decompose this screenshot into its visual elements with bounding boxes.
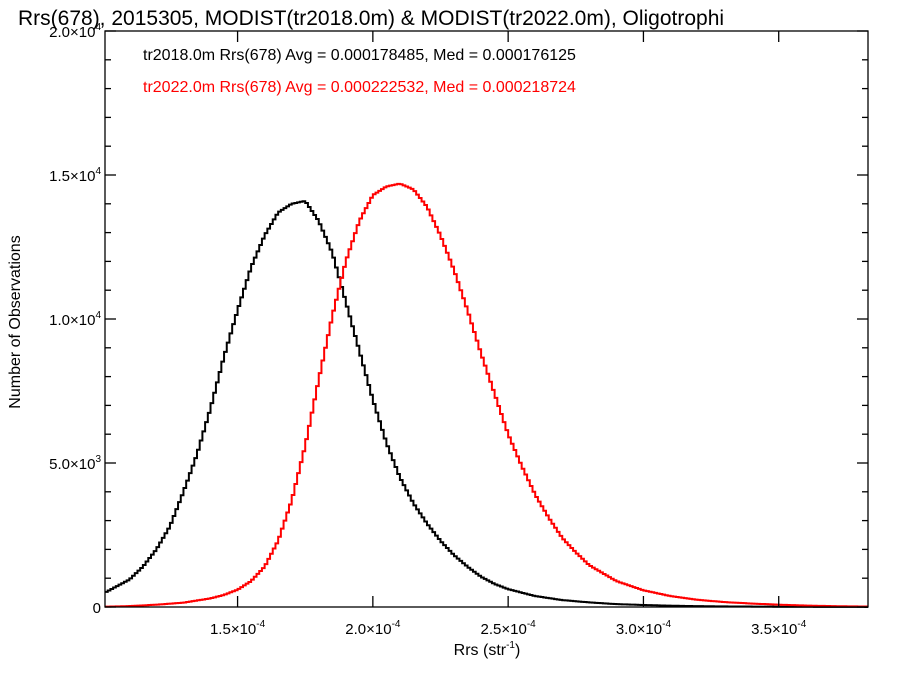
y-tick-label-5: 2.0×104	[49, 22, 101, 41]
x-axis-label-main: Rrs (str	[454, 642, 507, 659]
series-line-2	[105, 182, 868, 608]
y-tick-label-1: 0	[93, 600, 101, 617]
series-layer	[105, 182, 868, 608]
legend-entry-2: tr2022.0m Rrs(678) Avg = 0.000222532, Me…	[143, 79, 576, 96]
x-axis-label-sup: -1	[506, 640, 515, 651]
series-line-1	[105, 200, 868, 608]
x-axis-label: Rrs (str-1)	[454, 640, 521, 659]
chart-title: Rrs(678), 2015305, MODIST(tr2018.0m) & M…	[18, 7, 724, 30]
ticks-layer: 1.5×10-4 2.0×10-4 2.5×10-4 3.0×10-4 3.5×10-4…	[49, 22, 868, 638]
x-tick-label-3: 2.5×10-4	[481, 619, 537, 638]
y-tick-label-3: 1.0×104	[49, 310, 101, 329]
x-axis-label-close: )	[515, 642, 520, 659]
y-axis-label: Number of Observations	[7, 235, 24, 408]
x-tick-label-4: 3.0×10-4	[616, 619, 672, 638]
y-tick-label-2: 5.0×103	[49, 454, 101, 473]
y-tick-label-4: 1.5×104	[49, 166, 101, 185]
x-tick-label-5: 3.5×10-4	[751, 619, 807, 638]
x-tick-label-1: 1.5×10-4	[210, 619, 266, 638]
plot-frame	[104, 30, 869, 608]
x-tick-label-2: 2.0×10-4	[345, 619, 401, 638]
legend-entry-1: tr2018.0m Rrs(678) Avg = 0.000178485, Me…	[143, 47, 576, 64]
